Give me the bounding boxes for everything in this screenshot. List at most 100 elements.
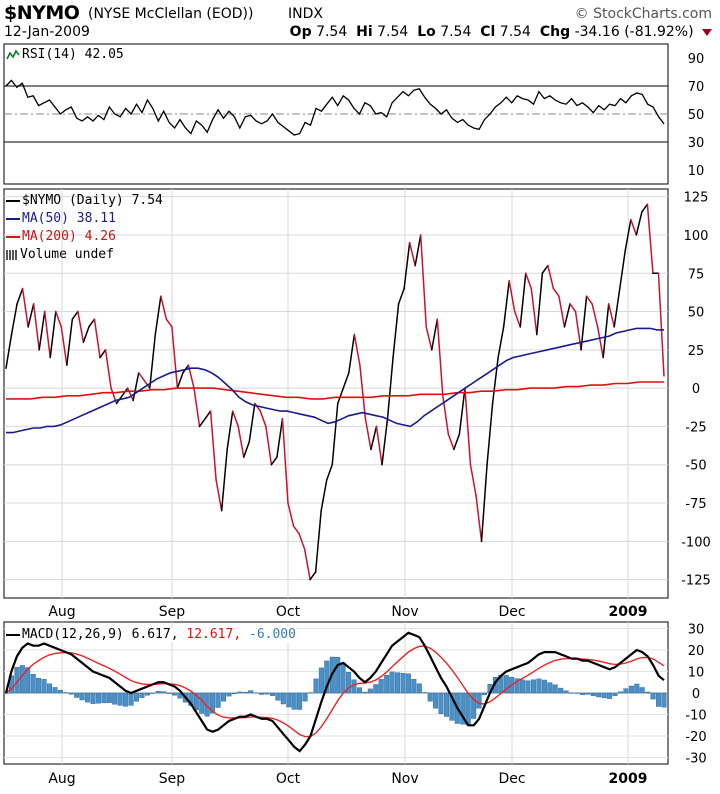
macd-histogram-bar bbox=[384, 675, 390, 694]
price-segment bbox=[55, 310, 63, 328]
price-segment bbox=[353, 333, 361, 366]
change-label: Chg bbox=[539, 24, 571, 40]
price-segment bbox=[143, 379, 151, 389]
macd-histogram-bar bbox=[411, 679, 417, 694]
price-segment bbox=[381, 418, 389, 466]
price-segment bbox=[602, 303, 610, 359]
macd-y-tick-label: 30 bbox=[688, 622, 705, 637]
rsi-legend: RSI(14) 42.05 bbox=[6, 47, 124, 62]
macd-histogram-bar bbox=[25, 667, 31, 694]
price-segment bbox=[38, 310, 46, 351]
price-segment bbox=[497, 326, 505, 359]
macd-histogram-bar bbox=[139, 692, 145, 699]
price-segment bbox=[209, 410, 217, 481]
macd-histogram-bar bbox=[275, 692, 281, 701]
macd-histogram-bar bbox=[259, 692, 265, 695]
macd-x-tick-label: Sep bbox=[159, 771, 186, 787]
macd-histogram-bar bbox=[30, 674, 36, 694]
price-segment bbox=[126, 387, 134, 402]
price-segment bbox=[292, 525, 300, 535]
price-segment bbox=[574, 310, 582, 351]
macd-x-tick-label: 2009 bbox=[609, 771, 648, 787]
macd-legend-swatch bbox=[6, 633, 20, 636]
price-y-tick-label: -100 bbox=[681, 535, 711, 550]
macd-histogram-bar bbox=[52, 687, 58, 694]
macd-histogram-bar bbox=[95, 692, 101, 704]
macd-histogram-bar bbox=[74, 692, 80, 698]
macd-histogram-bar bbox=[177, 692, 183, 699]
price-segment bbox=[607, 303, 615, 328]
macd-histogram-bar bbox=[128, 692, 134, 706]
ma50-line bbox=[6, 327, 664, 434]
macd-histogram-bar bbox=[226, 692, 232, 697]
macd-histogram-bar bbox=[362, 691, 368, 694]
price-segment bbox=[392, 303, 400, 359]
ma50-legend-swatch bbox=[6, 217, 20, 220]
price-segment bbox=[547, 264, 555, 290]
macd-histogram-bar bbox=[579, 692, 585, 695]
price-legend: $NYMO (Daily) 7.54 MA(50) 38.11 MA(200) … bbox=[6, 192, 163, 264]
ohlc-readout: Op 7.54 Hi 7.54 Lo 7.54 Cl 7.54 Chg -34.… bbox=[290, 24, 712, 40]
price-segment bbox=[88, 318, 96, 328]
macd-histogram-bar bbox=[569, 692, 575, 694]
price-segment bbox=[243, 441, 251, 458]
price-segment bbox=[10, 303, 18, 336]
price-segment bbox=[364, 418, 372, 451]
price-y-tick-label: 0 bbox=[692, 382, 700, 397]
price-segment bbox=[359, 364, 367, 420]
macd-histogram-bar bbox=[63, 692, 69, 694]
price-segment bbox=[563, 303, 571, 328]
macd-histogram-bar bbox=[520, 679, 526, 694]
price-segment bbox=[215, 479, 223, 512]
macd-histogram-bar bbox=[85, 692, 91, 703]
chart-date: 12-Jan-2009 bbox=[4, 24, 90, 40]
price-segment bbox=[132, 372, 140, 402]
macd-histogram-bar bbox=[601, 692, 607, 699]
price-segment bbox=[453, 433, 461, 451]
macd-histogram-bar bbox=[574, 692, 580, 694]
macd-histogram-bar bbox=[389, 671, 395, 694]
macd-histogram-bar bbox=[373, 684, 379, 694]
low-value: 7.54 bbox=[440, 24, 472, 40]
price-segment bbox=[21, 287, 29, 328]
price-segment bbox=[425, 326, 433, 351]
macd-histogram-bar bbox=[68, 692, 74, 695]
macd-histogram-bar bbox=[433, 692, 439, 709]
price-segment bbox=[464, 387, 472, 466]
volume-legend-icon bbox=[6, 249, 18, 260]
rsi-y-tick-label: 30 bbox=[688, 136, 705, 151]
macd-histogram-bar bbox=[79, 692, 85, 701]
macd-histogram-bar bbox=[220, 692, 226, 702]
ma50-legend-item: MA(50) 38.11 bbox=[6, 210, 163, 228]
macd-histogram-bar bbox=[367, 688, 373, 694]
price-segment bbox=[508, 280, 516, 313]
volume-legend-item: Volume undef bbox=[6, 246, 163, 264]
price-segment bbox=[82, 326, 90, 343]
price-segment bbox=[43, 310, 51, 359]
macd-histogram-bar bbox=[531, 679, 537, 694]
macd-histogram-bar bbox=[558, 687, 564, 694]
symbol-description: (NYSE McClellan (EOD)) bbox=[88, 6, 254, 22]
macd-histogram-bar bbox=[19, 665, 25, 694]
price-x-tick-label: Nov bbox=[391, 604, 418, 620]
macd-histogram-bar bbox=[297, 692, 303, 710]
price-segment bbox=[502, 280, 510, 328]
price-segment bbox=[60, 326, 68, 366]
price-segment bbox=[591, 303, 599, 328]
macd-histogram-bar bbox=[237, 691, 243, 694]
down-arrow-icon bbox=[702, 28, 712, 36]
price-segment bbox=[165, 318, 173, 328]
macd-histogram-bar bbox=[291, 692, 297, 710]
open-value: 7.54 bbox=[316, 24, 348, 40]
price-legend-text: $NYMO (Daily) 7.54 bbox=[22, 193, 163, 208]
rsi-y-tick-label: 10 bbox=[688, 164, 705, 179]
price-segment bbox=[193, 387, 201, 428]
macd-legend-value: 6.617, bbox=[131, 627, 179, 642]
macd-histogram-bar bbox=[117, 692, 123, 706]
price-segment bbox=[408, 241, 416, 267]
price-segment bbox=[613, 287, 621, 328]
price-segment bbox=[298, 532, 306, 550]
macd-histogram-bar bbox=[193, 692, 199, 711]
rsi-y-tick-label: 90 bbox=[688, 52, 705, 67]
